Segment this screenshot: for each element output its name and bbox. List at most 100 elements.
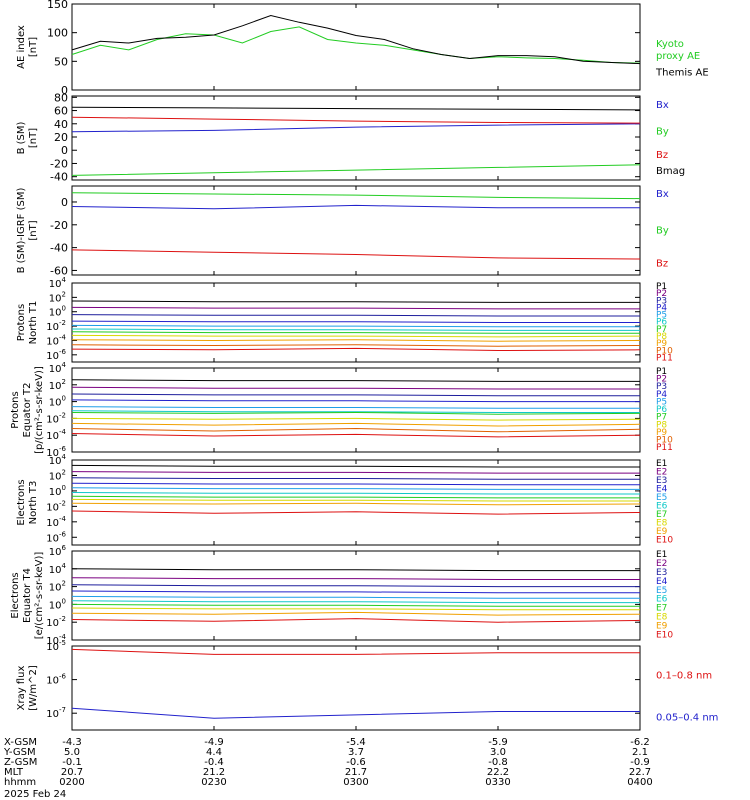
legend-label: P11	[656, 353, 673, 363]
series-line-p8	[71, 334, 641, 338]
panel-xray: 10-5 10-6 10-7 Xray flux [W/m^2] 0.1–0.8 nm 0.…	[16, 639, 718, 731]
series-line-p8	[71, 417, 641, 421]
legend-label: E3	[656, 568, 667, 578]
row-label: Z-GSM	[4, 757, 37, 768]
panel-bdiff: -60 -40 -20 0 B (SM)-IGRF (SM) [nT] Bx By Bz	[16, 185, 669, 277]
row-value: 3.0	[490, 747, 506, 758]
series-line-e3	[71, 477, 640, 480]
y-tick-label: 0	[61, 196, 68, 209]
y-axis-title: [W/m^2]	[28, 665, 39, 711]
series-line-p6	[71, 410, 640, 413]
legend-label: Themis AE	[655, 68, 709, 79]
series-line-e4	[71, 482, 640, 486]
y-tick-label: 100	[49, 305, 66, 319]
y-axis-title: North T1	[28, 301, 39, 345]
y-tick-label: 20	[54, 131, 68, 144]
y-tick-label: 100	[47, 27, 68, 40]
legend-label: Bx	[656, 189, 669, 200]
y-tick-label: 10-2	[46, 411, 66, 425]
y-tick-label: -60	[50, 264, 68, 277]
legend-label: P4	[656, 303, 667, 313]
legend-label: P2	[656, 289, 667, 299]
row-label: X-GSM	[4, 737, 37, 748]
row-value: 5.0	[64, 747, 80, 758]
series-line-p11	[71, 347, 641, 352]
y-tick-label: -40	[50, 242, 68, 255]
row-value: 0200	[59, 777, 84, 788]
legend-label: 0.05–0.4 nm	[656, 713, 718, 724]
legend-label: Kyoto	[656, 39, 684, 50]
legend-label: Bz	[656, 150, 668, 161]
y-tick-label: 102	[49, 378, 66, 392]
legend-label: P8	[656, 420, 667, 430]
legend-label: P6	[656, 405, 667, 415]
row-value: 4.4	[206, 747, 222, 758]
series-line-p2	[71, 386, 640, 390]
y-axis-title: North T3	[28, 481, 39, 525]
y-tick-label: 102	[49, 468, 66, 482]
legend-label: E2	[656, 559, 667, 569]
y-tick-label: 10-6	[46, 673, 66, 687]
legend-label: E5	[656, 493, 667, 503]
series-line-e5	[71, 487, 640, 490]
series-line-by	[71, 192, 641, 200]
y-tick-label: 10-2	[46, 499, 66, 513]
legend-label: P5	[656, 311, 667, 321]
y-axis-title: AE index	[16, 25, 27, 69]
row-value: 3.7	[348, 747, 364, 758]
legend-label: P6	[656, 318, 667, 328]
series-line-e7	[71, 495, 640, 499]
legend-label: P7	[656, 325, 667, 335]
legend-label: P10	[656, 346, 673, 356]
series-line-p5	[71, 324, 640, 328]
y-tick-label: 10-6	[46, 348, 66, 362]
legend-label: 0.1–0.8 nm	[656, 671, 712, 682]
series-line-bmag	[71, 106, 641, 111]
y-tick-label: -40	[50, 171, 68, 184]
series-line-e4	[71, 590, 640, 594]
row-value: -0.6	[346, 757, 366, 768]
panel-frame	[71, 3, 641, 91]
series-line-p9	[71, 422, 641, 427]
series-line-e2	[71, 577, 640, 580]
y-tick-label: 40	[54, 118, 68, 131]
series-line-e3	[71, 584, 640, 588]
y-axis-title: [nT]	[28, 220, 39, 240]
legend-label: P9	[656, 339, 667, 349]
y-tick-label: 50	[54, 55, 68, 68]
y-axis-title: B (SM)-IGRF (SM)	[16, 188, 27, 274]
y-axis-title: [e/(cm²-s-sr-keV)]	[34, 552, 45, 640]
row-value: -0.8	[488, 757, 508, 768]
y-tick-label: 10-4	[46, 515, 66, 529]
row-value: 0400	[627, 777, 652, 788]
row-value: 0300	[343, 777, 368, 788]
legend-label: E5	[656, 586, 667, 596]
y-tick-label: 10-4	[46, 428, 66, 442]
y-tick-label: 150	[47, 0, 68, 11]
y-tick-label: 104	[49, 562, 67, 576]
row-label: MLT	[4, 767, 24, 778]
y-tick-label: 0	[61, 84, 68, 97]
series-line-e1	[71, 568, 640, 572]
series-line-p4	[71, 399, 640, 403]
y-tick-label: 10-6	[46, 530, 66, 544]
y-axis-title: Electrons	[16, 479, 27, 525]
y-tick-label: 10-7	[46, 706, 66, 720]
series-line-p9	[71, 339, 641, 342]
y-axis-title: Protons	[10, 391, 21, 428]
panel-p2: 104 102 100 10-2 10-4 10-6 Protons Equator T2 [p…	[10, 361, 673, 459]
legend-label: Bx	[656, 100, 669, 111]
legend-label: P9	[656, 428, 667, 438]
y-axis-title: [nT]	[28, 37, 39, 57]
legend-label: E7	[656, 604, 667, 614]
row-value: 21.2	[203, 767, 225, 778]
y-tick-label: 102	[49, 580, 66, 594]
legend-label: P5	[656, 397, 667, 407]
series-line-e1	[71, 464, 640, 468]
row-value: 2.1	[632, 747, 648, 758]
series-line-e6	[71, 600, 640, 604]
row-value: -0.4	[204, 757, 224, 768]
